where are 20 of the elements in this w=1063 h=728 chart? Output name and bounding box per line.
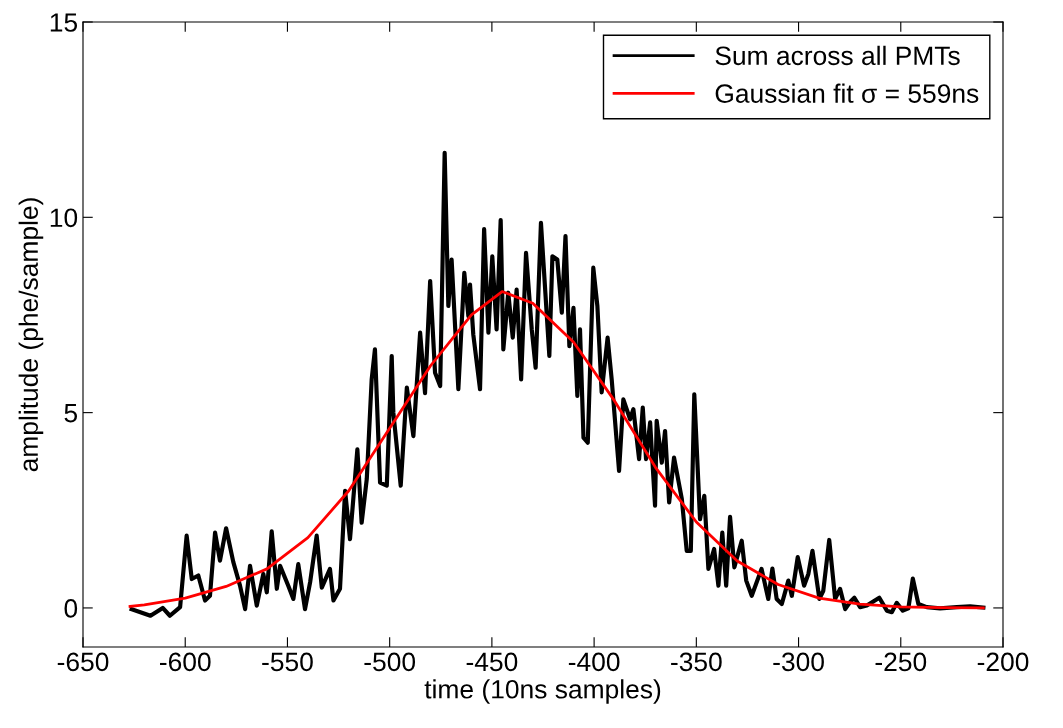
- y-tick-label: 15: [50, 13, 78, 32]
- legend-label: Sum across all PMTs: [715, 45, 960, 66]
- legend-label: Gaussian fit σ = 559ns: [715, 83, 979, 103]
- x-tick-label: -300: [773, 652, 824, 672]
- x-tick-label: -650: [57, 652, 109, 672]
- x-tick-label: -500: [364, 652, 416, 672]
- line-series: [128, 290, 985, 610]
- x-tick-label: -400: [568, 652, 620, 672]
- line-series: [129, 150, 986, 618]
- x-tick-label: -200: [977, 652, 1029, 672]
- y-axis-title: amplitude (phe/sample): [18, 198, 44, 472]
- x-tick-label: -350: [671, 652, 722, 672]
- y-tick-label: 10: [50, 208, 78, 228]
- x-tick-label: -250: [875, 652, 927, 672]
- y-tick-label: 0: [64, 599, 78, 618]
- x-tick-label: -550: [262, 652, 313, 672]
- x-tick-label: -450: [466, 652, 518, 672]
- x-tick-label: -600: [159, 652, 211, 672]
- y-tick-label: 5: [64, 404, 78, 423]
- x-axis-title: time (10ns samples): [424, 679, 661, 704]
